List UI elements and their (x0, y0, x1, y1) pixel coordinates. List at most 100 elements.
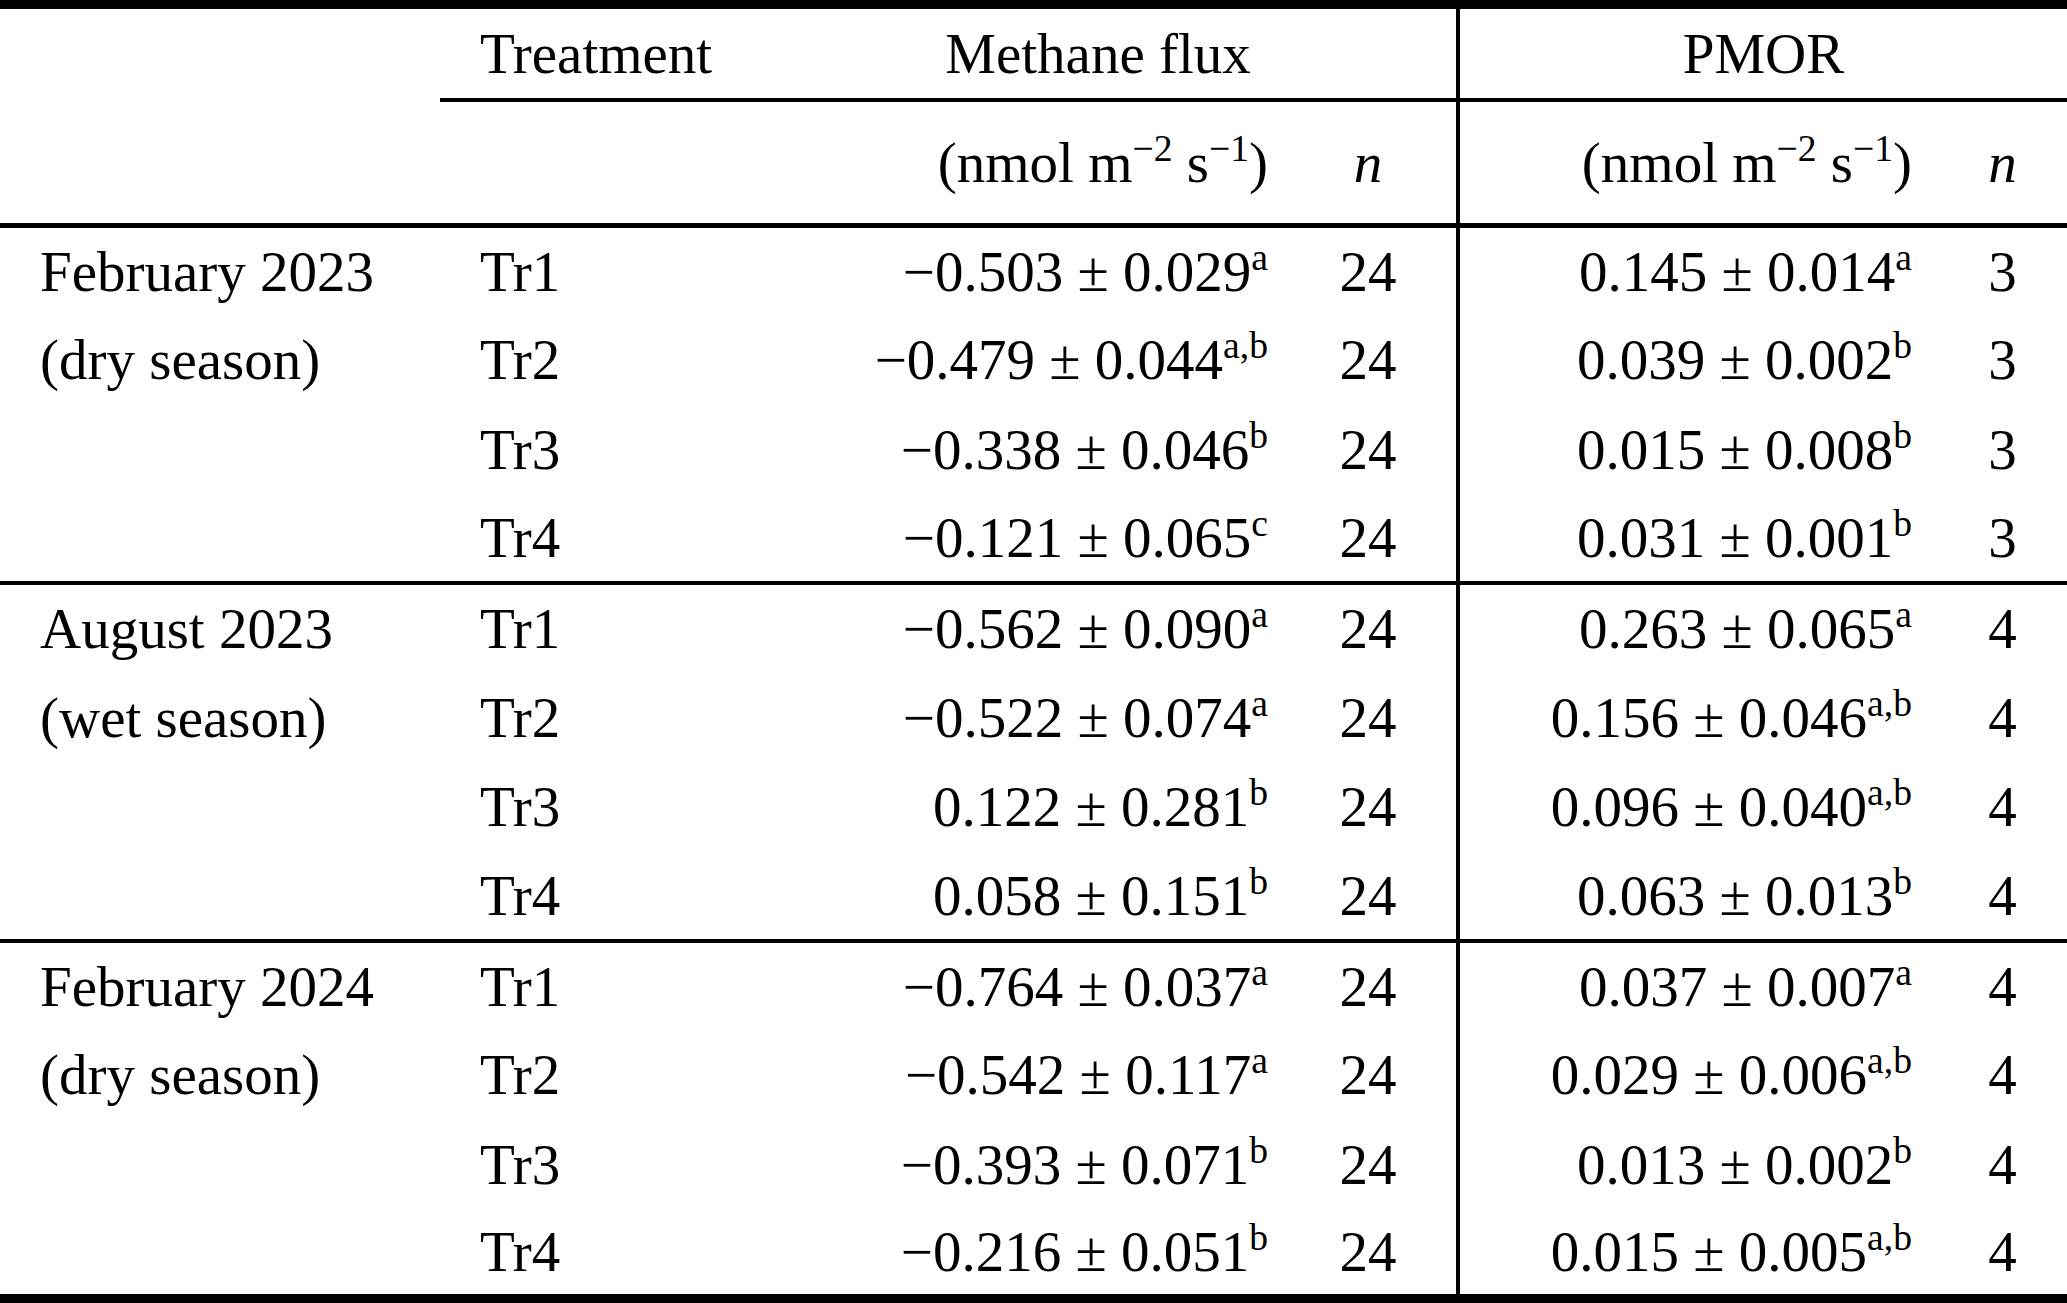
methane-flux-value: −0.522 ± 0.074a (740, 673, 1280, 762)
methane-n-value: 24 (1280, 1030, 1458, 1119)
significance-letter: c (1251, 502, 1268, 544)
methane-flux-value: −0.121 ± 0.065c (740, 494, 1280, 583)
period-label (0, 404, 440, 493)
significance-letter: a,b (1867, 682, 1912, 724)
pmor-n-value: 3 (1938, 494, 2067, 583)
pmor-value: 0.037 ± 0.007a (1458, 941, 1938, 1030)
table-row: Tr3−0.393 ± 0.071b240.013 ± 0.002b4 (0, 1120, 2067, 1209)
methane-flux-value: −0.503 ± 0.029a (740, 226, 1280, 315)
table-body: February 2023Tr1−0.503 ± 0.029a240.145 ±… (0, 226, 2067, 1299)
significance-letter: a (1251, 236, 1268, 278)
unit-exponent: −2 (1133, 127, 1173, 169)
significance-letter: b (1893, 1129, 1912, 1171)
pmor-n-value: 4 (1938, 762, 2067, 851)
value-text: 0.029 ± 0.006 (1551, 1043, 1867, 1106)
pmor-n-value: 4 (1938, 851, 2067, 940)
pmor-n-value: 4 (1938, 941, 2067, 1030)
significance-letter: b (1249, 1216, 1268, 1258)
unit-exponent: −1 (1853, 127, 1893, 169)
period-label: (dry season) (0, 1030, 440, 1119)
value-text: 0.039 ± 0.002 (1577, 328, 1893, 391)
table-row: Tr3−0.338 ± 0.046b24 0.015 ± 0.008b3 (0, 404, 2067, 493)
value-text: 0.013 ± 0.002 (1577, 1133, 1893, 1196)
pmor-n-value: 4 (1938, 1209, 2067, 1299)
value-text: 0.037 ± 0.007 (1579, 955, 1895, 1018)
pmor-value: 0.156 ± 0.046a,b (1458, 673, 1938, 762)
value-text: 0.063 ± 0.013 (1577, 864, 1893, 927)
table-row: August 2023Tr1−0.562 ± 0.090a240.263 ± 0… (0, 583, 2067, 672)
methane-n-label: n (1280, 100, 1458, 226)
methane-n-value: 24 (1280, 583, 1458, 672)
significance-letter: a (1251, 951, 1268, 993)
pmor-unit: (nmol m−2 s−1) (1458, 100, 1938, 226)
header-treatment: Treatment (440, 5, 740, 100)
value-text: 0.015 ± 0.008 (1577, 418, 1893, 481)
significance-letter: b (1249, 771, 1268, 813)
value-text: −0.393 ± 0.071 (901, 1133, 1249, 1196)
treatment-label: Tr4 (440, 1209, 740, 1299)
period-label: August 2023 (0, 583, 440, 672)
unit-exponent: −2 (1777, 127, 1817, 169)
treatment-label: Tr3 (440, 762, 740, 851)
pmor-n-value: 4 (1938, 673, 2067, 762)
pmor-n-label: n (1938, 100, 2067, 226)
significance-letter: a (1251, 682, 1268, 724)
pmor-n-value: 4 (1938, 1120, 2067, 1209)
pmor-value: 0.031 ± 0.001b (1458, 494, 1938, 583)
treatment-label: Tr4 (440, 494, 740, 583)
pmor-value: 0.096 ± 0.040a,b (1458, 762, 1938, 851)
methane-flux-value: 0.122 ± 0.281b (740, 762, 1280, 851)
table-row: Tr30.122 ± 0.281b240.096 ± 0.040a,b4 (0, 762, 2067, 851)
treatment-label: Tr2 (440, 673, 740, 762)
value-text: −0.542 ± 0.117 (905, 1043, 1251, 1106)
period-label (0, 762, 440, 851)
methane-flux-value: −0.393 ± 0.071b (740, 1120, 1280, 1209)
methane-flux-value: −0.542 ± 0.117a (740, 1030, 1280, 1119)
value-text: −0.522 ± 0.074 (903, 686, 1251, 749)
treatment-label: Tr3 (440, 1120, 740, 1209)
value-text: −0.338 ± 0.046 (901, 418, 1249, 481)
pmor-value: 0.263 ± 0.065a (1458, 583, 1938, 672)
header-row-groups: Treatment Methane flux PMOR (0, 5, 2067, 100)
value-text: −0.216 ± 0.051 (901, 1220, 1249, 1283)
significance-letter: a,b (1223, 324, 1268, 366)
value-text: 0.058 ± 0.151 (933, 864, 1249, 927)
significance-letter: a (1251, 594, 1268, 636)
pmor-n-value: 3 (1938, 404, 2067, 493)
table-header: Treatment Methane flux PMOR (nmol m−2 s−… (0, 5, 2067, 226)
period-label: February 2024 (0, 941, 440, 1030)
significance-letter: b (1893, 414, 1912, 456)
value-text: −0.764 ± 0.037 (903, 955, 1251, 1018)
pmor-n-value: 4 (1938, 1030, 2067, 1119)
methane-n-value: 24 (1280, 315, 1458, 404)
methane-flux-value: −0.338 ± 0.046b (740, 404, 1280, 493)
treatment-label: Tr2 (440, 315, 740, 404)
unit-spacer-period (0, 100, 440, 226)
period-label (0, 1209, 440, 1299)
table-row: Tr4−0.216 ± 0.051b240.015 ± 0.005a,b4 (0, 1209, 2067, 1299)
significance-letter: a,b (1867, 771, 1912, 813)
treatment-label: Tr1 (440, 226, 740, 315)
pmor-value: 0.063 ± 0.013b (1458, 851, 1938, 940)
value-text: 0.031 ± 0.001 (1577, 506, 1893, 569)
table-row: (wet season)Tr2−0.522 ± 0.074a240.156 ± … (0, 673, 2067, 762)
significance-letter: a (1251, 1040, 1268, 1082)
methane-n-value: 24 (1280, 404, 1458, 493)
period-label (0, 851, 440, 940)
significance-letter: b (1893, 502, 1912, 544)
value-text: −0.503 ± 0.029 (903, 240, 1251, 303)
table-row: (dry season)Tr2−0.542 ± 0.117a240.029 ± … (0, 1030, 2067, 1119)
treatment-label: Tr1 (440, 583, 740, 672)
page: Treatment Methane flux PMOR (nmol m−2 s−… (0, 0, 2067, 1303)
methane-n-value: 24 (1280, 226, 1458, 315)
period-label: (wet season) (0, 673, 440, 762)
unit-spacer-treatment (440, 100, 740, 226)
methane-n-value: 24 (1280, 1209, 1458, 1299)
unit-text: s (1817, 131, 1853, 194)
pmor-n-value: 4 (1938, 583, 2067, 672)
pmor-value: 0.013 ± 0.002b (1458, 1120, 1938, 1209)
treatment-label: Tr3 (440, 404, 740, 493)
value-text: 0.156 ± 0.046 (1551, 686, 1867, 749)
table-row: February 2023Tr1−0.503 ± 0.029a240.145 ±… (0, 226, 2067, 315)
methane-n-value: 24 (1280, 1120, 1458, 1209)
